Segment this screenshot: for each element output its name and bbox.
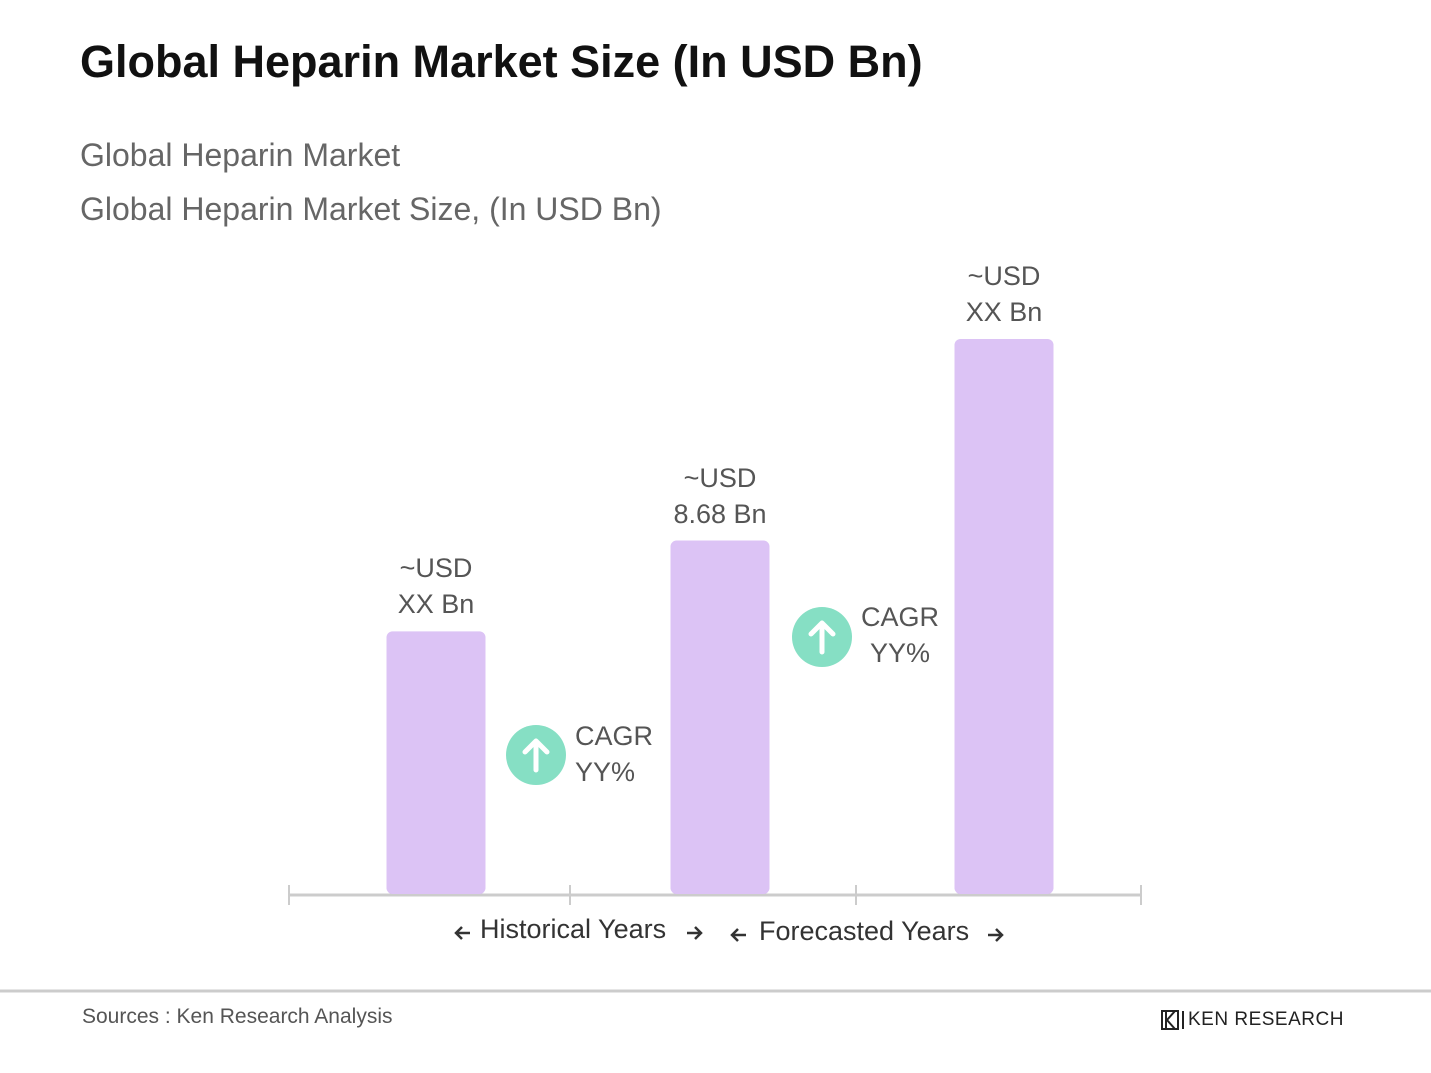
subtitle: Global Heparin Market Size, (In USD Bn) [80, 191, 662, 227]
bar [670, 540, 770, 894]
value-label: ~USD XX Bn [397, 553, 475, 620]
bar [386, 631, 486, 894]
chart-title: Global Heparin Market Size (In USD Bn) [80, 36, 923, 87]
cagr-arrow [808, 620, 836, 655]
subtitle: Global Heparin Market [80, 137, 401, 173]
cagr-label: CAGR YY% [861, 602, 940, 668]
brand-name: KEN RESEARCH [1188, 1009, 1344, 1030]
bar [954, 339, 1054, 894]
brand-logo [1161, 1010, 1184, 1030]
value-label: ~USD 8.68 Bn [673, 462, 767, 529]
value-label: ~USD XX Bn [965, 261, 1043, 327]
cagr-arrow [522, 738, 550, 773]
period-label: Historical Years [480, 914, 667, 944]
cagr-label: CAGR YY% [575, 721, 654, 787]
source: Sources : Ken Research Analysis [82, 1005, 393, 1028]
period-arrows [454, 926, 1004, 942]
period-label: Forecasted Years [759, 916, 970, 946]
